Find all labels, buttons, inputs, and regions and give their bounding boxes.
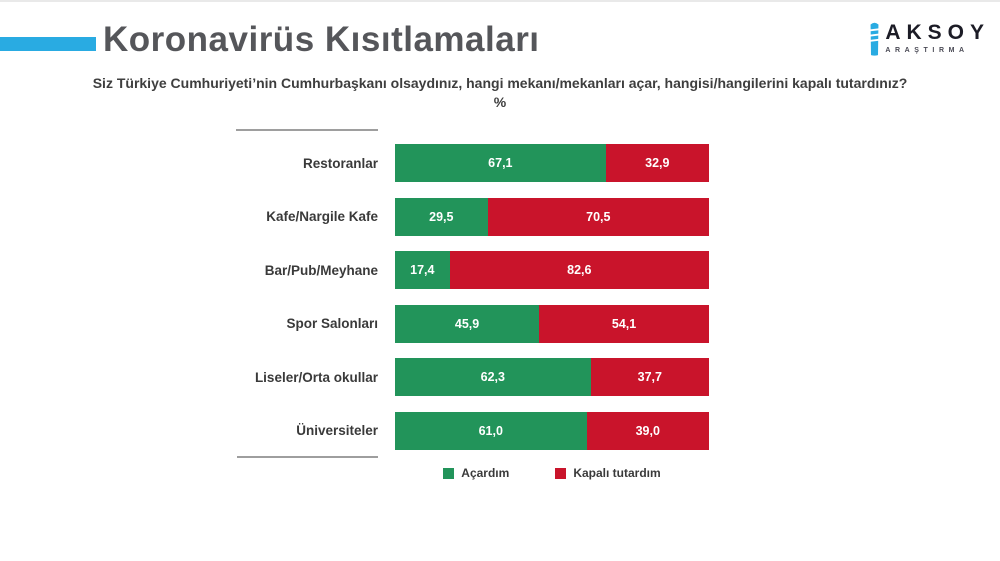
category-label: Liseler/Orta okullar <box>254 369 378 385</box>
separator-line-top <box>236 129 378 131</box>
chart-row: Bar/Pub/Meyhane 17,4 82,6 <box>0 251 1000 289</box>
bar-value-open: 29,5 <box>429 209 454 224</box>
survey-question: Siz Türkiye Cumhuriyeti’nin Cumhurbaşkan… <box>92 75 908 91</box>
category-label: Bar/Pub/Meyhane <box>264 262 378 278</box>
bar-value-closed: 82,6 <box>567 263 592 277</box>
logo-name: AKSOY <box>885 21 990 44</box>
bar-segment-open: 67,1 <box>395 144 606 182</box>
legend-label: Açardım <box>461 466 510 480</box>
bar-segment-open: 62,3 <box>395 358 591 396</box>
chart-row: Kafe/Nargile Kafe 29,5 70,5 <box>0 197 1000 236</box>
bar-segment-closed: 82,6 <box>449 251 709 289</box>
bar-value-open: 61,0 <box>478 423 503 438</box>
legend-swatch <box>443 467 455 479</box>
bar-segment-closed: 37,7 <box>590 358 709 396</box>
bar-segment-open: 29,5 <box>395 197 488 236</box>
chart-row: Restoranlar 67,1 32,9 <box>0 144 1000 182</box>
category-label: Kafe/Nargile Kafe <box>266 209 378 224</box>
legend-label: Kapalı tutardım <box>573 466 661 480</box>
bar-track: 62,3 37,7 <box>395 358 709 396</box>
legend-item: Kapalı tutardım <box>555 466 661 480</box>
bar-segment-closed: 54,1 <box>539 304 709 343</box>
bar-value-open: 17,4 <box>410 263 435 277</box>
bar-segment-open: 45,9 <box>395 304 540 343</box>
bar-value-open: 45,9 <box>454 316 480 331</box>
chart-row: Üniversiteler 61,0 39,0 <box>0 411 1000 450</box>
bar-chart: Restoranlar 67,1 32,9 Kafe/Nargile Kafe 29,5… <box>0 144 1000 450</box>
chart-legend: Açardım Kapalı tutardım <box>395 466 709 480</box>
separator-line-bottom <box>237 456 378 458</box>
bar-value-closed: 54,1 <box>611 316 637 331</box>
bar-value-closed: 32,9 <box>645 156 670 170</box>
bar-track: 17,4 82,6 <box>395 251 709 289</box>
bar-value-closed: 70,5 <box>586 209 611 224</box>
bar-value-open: 67,1 <box>488 156 513 170</box>
chart-row: Spor Salonları 45,9 54,1 <box>0 304 1000 343</box>
bar-track: 29,5 70,5 <box>395 197 709 236</box>
category-label: Restoranlar <box>302 155 378 171</box>
top-edge-line <box>0 0 1000 2</box>
bar-segment-open: 17,4 <box>395 251 450 289</box>
title-accent-bar <box>0 37 96 51</box>
aksoy-logo: AKSOY ARAŞTIRMA <box>867 21 990 61</box>
page-title: Koronavirüs Kısıtlamaları <box>103 20 540 59</box>
bar-segment-closed: 32,9 <box>605 144 709 182</box>
bar-track: 45,9 54,1 <box>395 304 709 343</box>
aksoy-logo-icon <box>867 21 882 61</box>
chart-row: Liseler/Orta okullar 62,3 37,7 <box>0 358 1000 396</box>
bar-value-closed: 39,0 <box>635 423 660 438</box>
bar-segment-closed: 70,5 <box>487 197 709 236</box>
logo-subtitle: ARAŞTIRMA <box>885 47 969 54</box>
bar-track: 61,0 39,0 <box>395 411 709 450</box>
bar-segment-open: 61,0 <box>395 411 587 450</box>
legend-swatch <box>555 467 567 479</box>
bar-track: 67,1 32,9 <box>395 144 709 182</box>
percent-unit-label: % <box>493 94 507 110</box>
bar-segment-closed: 39,0 <box>586 411 709 450</box>
bar-value-closed: 37,7 <box>637 370 662 384</box>
aksoy-logo-text: AKSOY ARAŞTIRMA <box>885 21 990 54</box>
bar-value-open: 62,3 <box>480 370 505 384</box>
category-label: Üniversiteler <box>296 423 378 438</box>
legend-item: Açardım <box>443 466 509 480</box>
category-label: Spor Salonları <box>286 316 378 331</box>
